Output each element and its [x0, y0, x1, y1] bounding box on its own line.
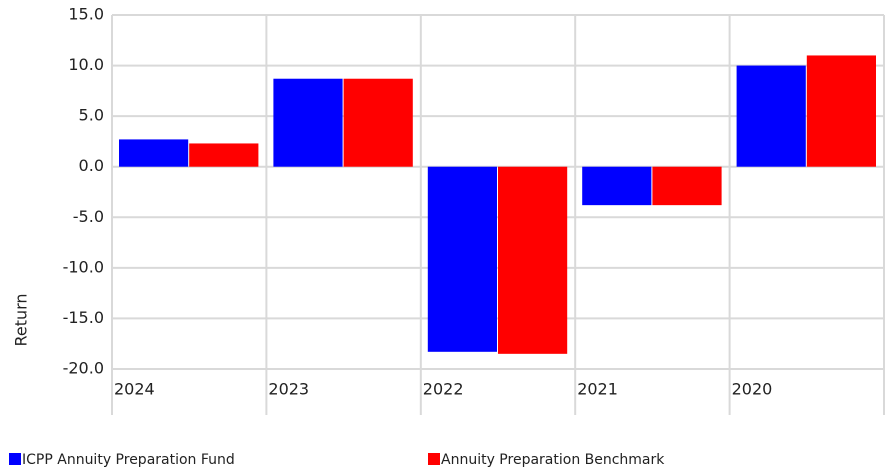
bar: [498, 166, 568, 354]
y-tick-label: 0.0: [79, 156, 104, 175]
x-tick-label: 2023: [268, 380, 309, 399]
x-tick-label: 2024: [114, 380, 155, 399]
x-tick-label: 2021: [577, 380, 618, 399]
bar: [806, 55, 876, 167]
legend-swatch: [9, 453, 21, 465]
bar: [652, 166, 722, 206]
bar: [343, 78, 413, 167]
legend-label: Annuity Preparation Benchmark: [441, 452, 665, 467]
y-tick-label: -15.0: [63, 308, 104, 327]
bar: [736, 65, 806, 167]
y-tick-label: 10.0: [68, 55, 104, 74]
legend-swatch: [428, 453, 440, 465]
legend-label: ICPP Annuity Preparation Fund: [22, 452, 235, 467]
x-tick-label: 2022: [423, 380, 464, 399]
y-tick-label: 5.0: [79, 106, 104, 125]
x-tick-label: 2020: [732, 380, 773, 399]
y-tick-label: -20.0: [63, 359, 104, 378]
y-tick-label: -10.0: [63, 257, 104, 276]
bar: [119, 139, 189, 167]
y-tick-label: 15.0: [68, 5, 104, 24]
bar: [189, 143, 259, 167]
y-tick-label: -5.0: [73, 207, 104, 226]
y-axis-label: Return: [12, 293, 31, 346]
bar: [582, 166, 652, 206]
bar: [427, 166, 497, 352]
bar: [273, 78, 343, 167]
